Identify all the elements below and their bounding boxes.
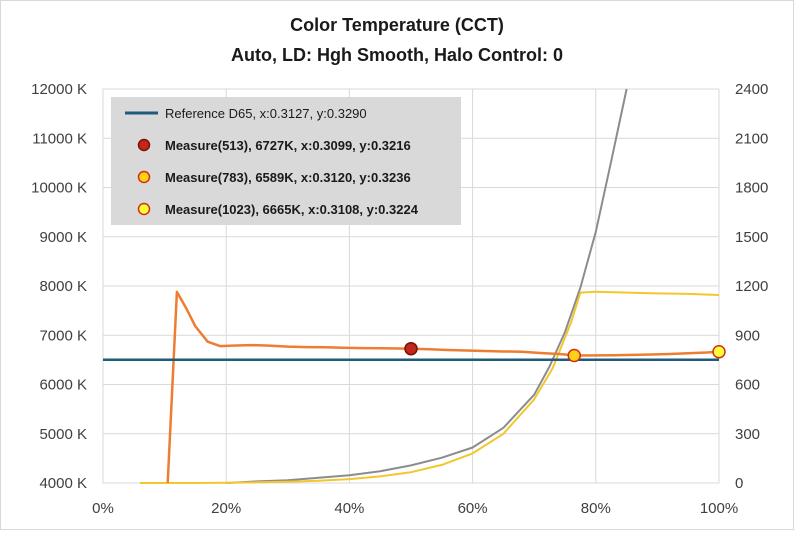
y-left-tick-label: 8000 K	[39, 278, 87, 295]
legend-measure-1023-label: Measure(1023), 6665K, x:0.3108, y:0.3224	[165, 202, 419, 217]
y-left-tick-label: 4000 K	[39, 475, 87, 492]
chart-subtitle: Auto, LD: Hgh Smooth, Halo Control: 0	[231, 45, 563, 65]
measure-markers	[404, 341, 726, 363]
y-left-tick-label: 6000 K	[39, 377, 87, 394]
y-left-tick-label: 11000 K	[32, 130, 87, 147]
x-tick-label: 60%	[458, 500, 488, 517]
y-right-tick-label: 300	[735, 426, 760, 443]
luminance-line	[140, 290, 720, 484]
x-tick-label: 40%	[334, 500, 364, 517]
legend-measure-783-label: Measure(783), 6589K, x:0.3120, y:0.3236	[165, 170, 411, 185]
x-tick-label: 100%	[700, 500, 738, 517]
x-tick-label: 20%	[211, 500, 241, 517]
cct-line	[166, 290, 720, 484]
y-left-tick-label: 5000 K	[39, 426, 87, 443]
series-lines	[103, 88, 720, 484]
y-right-tick-label: 1800	[735, 180, 768, 197]
y-left-tick-label: 12000 K	[31, 81, 87, 98]
y-right-tick-label: 600	[735, 377, 760, 394]
chart-title: Color Temperature (CCT)	[290, 15, 504, 35]
legend: Reference D65, x:0.3127, y:0.3290 Measur…	[111, 97, 461, 225]
gamma-curve-line	[226, 88, 628, 484]
y-right-tick-label: 900	[735, 327, 760, 344]
x-tick-label: 0%	[92, 500, 114, 517]
y-right-tick-label: 1200	[735, 278, 768, 295]
legend-measure-513-marker	[137, 138, 151, 152]
axis-ticks: 4000 K 5000 K 6000 K 7000 K 8000 K 9000 K 1000…	[31, 81, 768, 517]
legend-measure-513-label: Measure(513), 6727K, x:0.3099, y:0.3216	[165, 138, 411, 153]
legend-box	[111, 97, 461, 225]
y-left-tick-label: 9000 K	[39, 229, 87, 246]
legend-measure-1023-marker	[137, 202, 151, 216]
legend-measure-783-marker	[137, 170, 151, 184]
measure-513-marker	[404, 341, 418, 356]
x-tick-label: 80%	[581, 500, 611, 517]
y-left-tick-label: 10000 K	[31, 180, 87, 197]
y-right-tick-label: 2100	[735, 130, 768, 147]
legend-reference-label: Reference D65, x:0.3127, y:0.3290	[165, 106, 367, 121]
measure-1023-marker	[712, 344, 726, 359]
y-right-tick-label: 2400	[735, 81, 768, 98]
y-right-tick-label: 0	[735, 475, 743, 492]
y-right-tick-label: 1500	[735, 229, 768, 246]
y-left-tick-label: 7000 K	[39, 327, 87, 344]
measure-783-marker	[567, 348, 581, 363]
